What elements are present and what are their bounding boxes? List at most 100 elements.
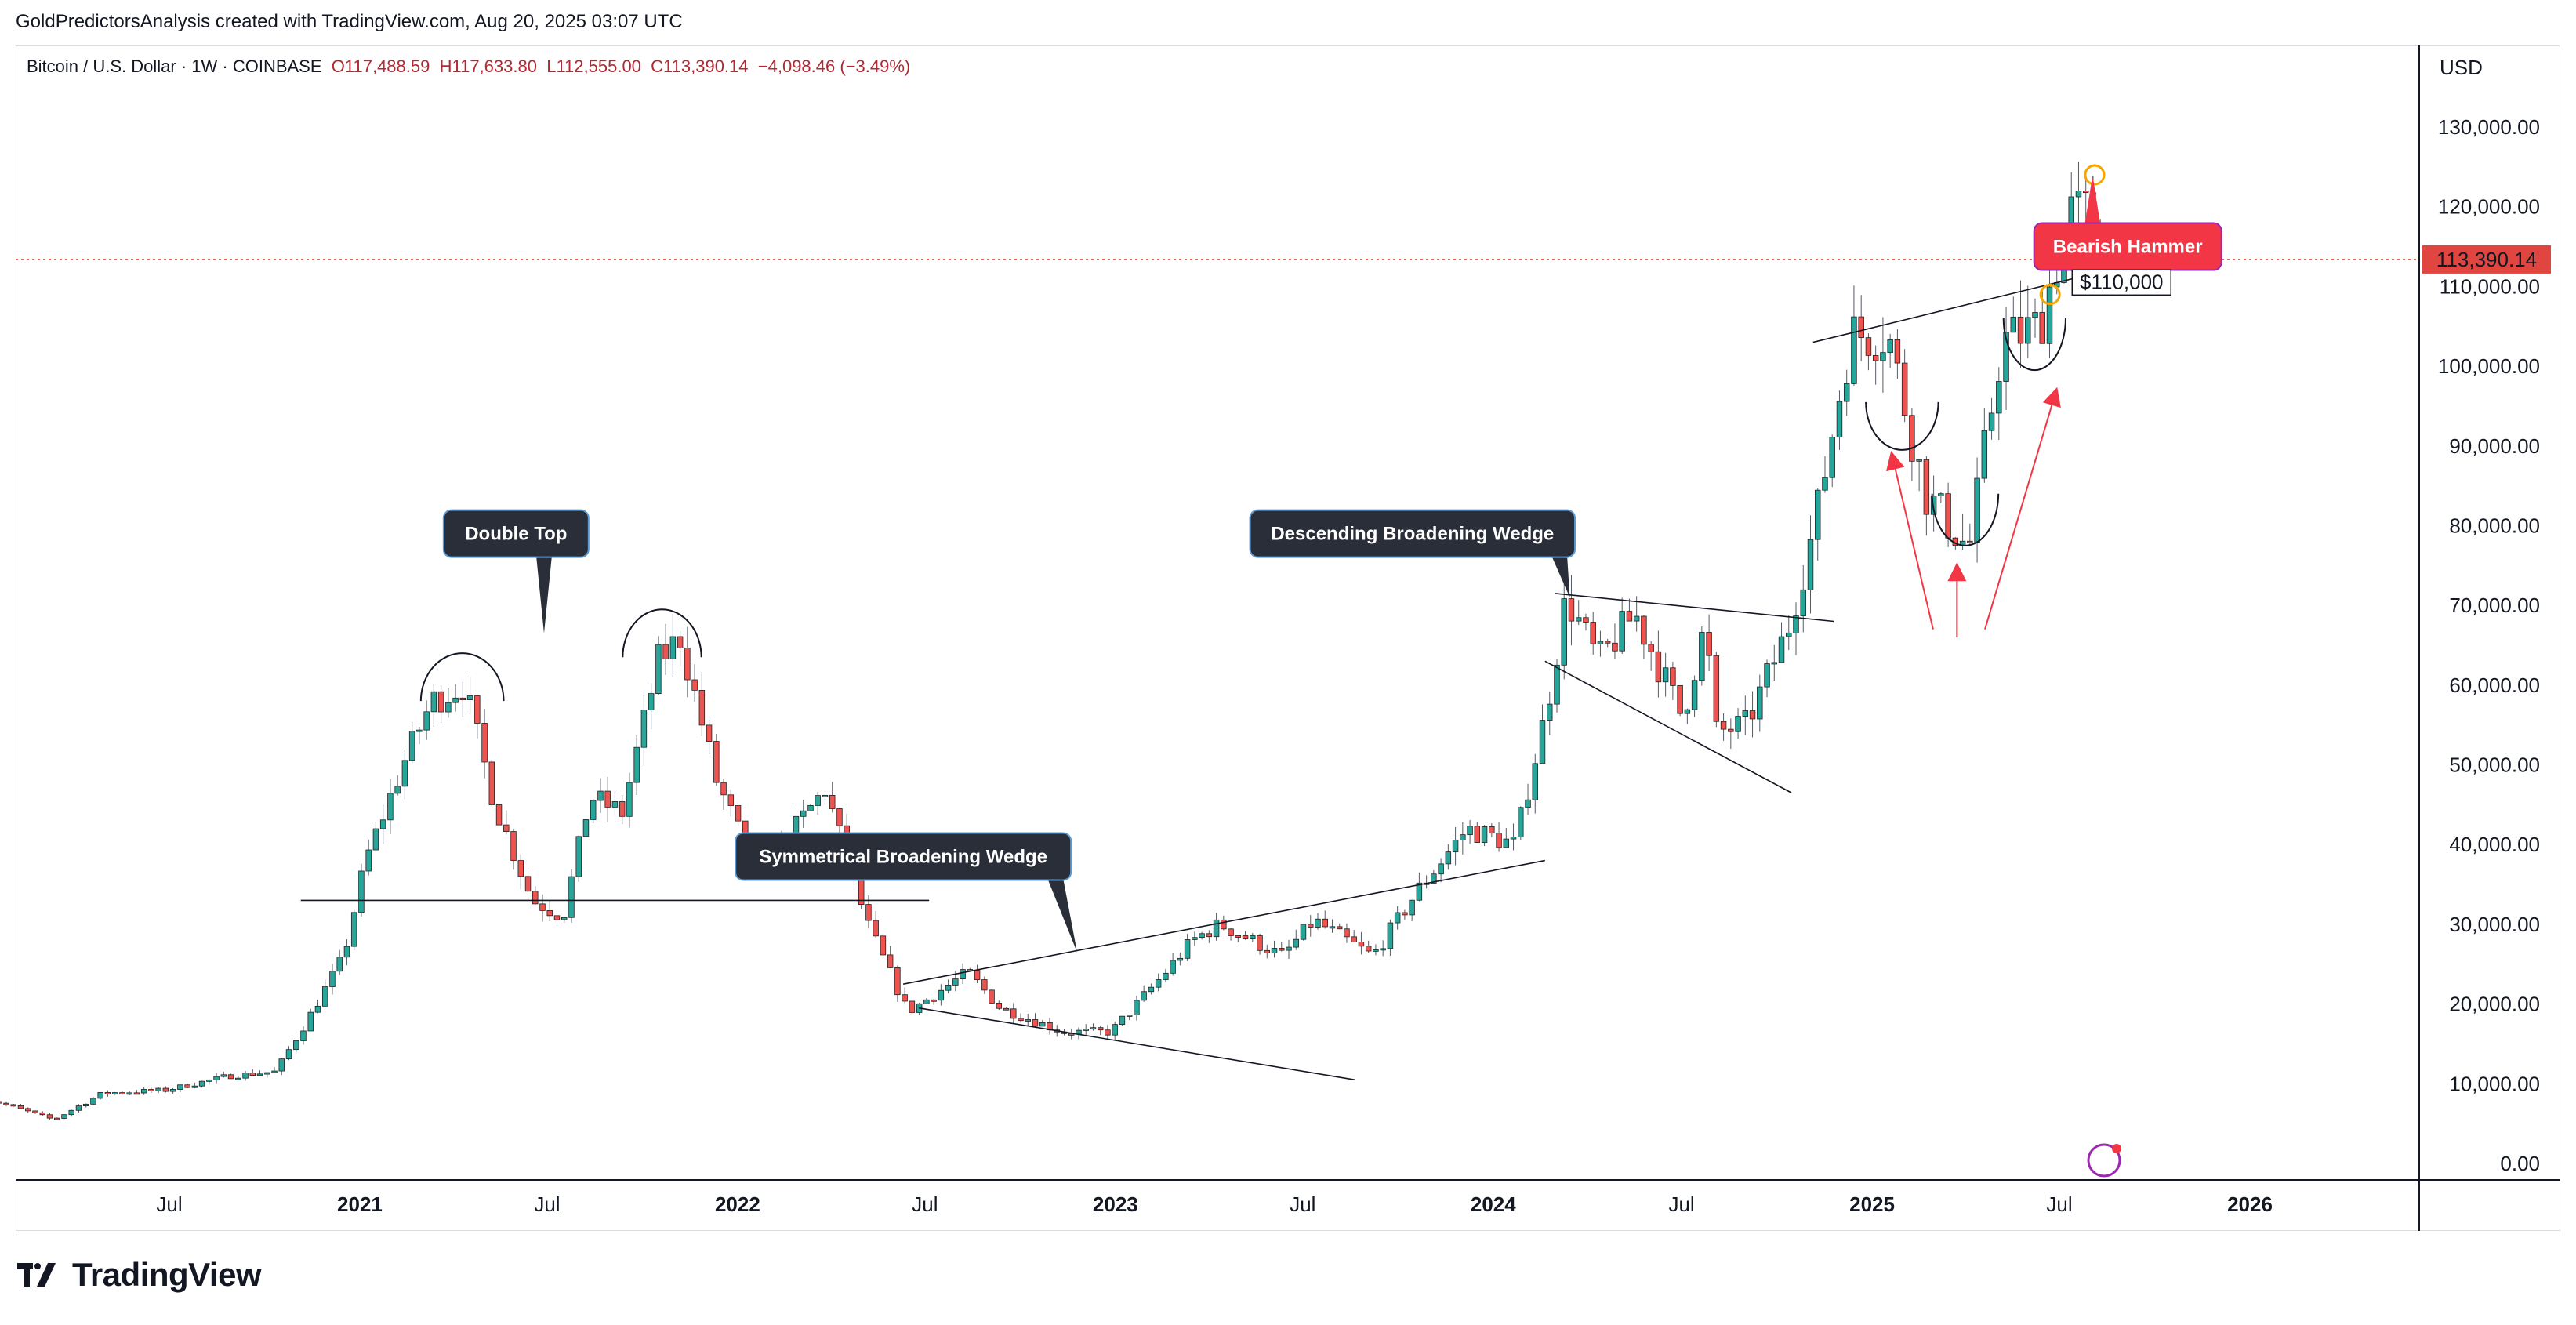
candle-body — [945, 985, 952, 991]
candle-body — [1105, 1029, 1111, 1036]
candle-body — [1416, 882, 1423, 901]
candle-body — [1286, 946, 1292, 951]
candle-body — [1445, 851, 1452, 865]
candle-body — [1003, 1007, 1010, 1011]
candle-body — [662, 644, 669, 659]
candle-body — [1358, 941, 1365, 947]
candle-body — [293, 1040, 299, 1051]
candle-body — [1518, 807, 1524, 837]
last-price-tag — [2422, 245, 2551, 274]
last-price-label: 113,390.14 — [2436, 248, 2537, 271]
price-level-label: $110,000 — [2080, 270, 2164, 293]
candle-body — [321, 986, 328, 1007]
candle-body — [619, 801, 626, 817]
candle-body — [1988, 412, 1995, 431]
candle-body — [1851, 316, 1857, 384]
candle-body — [960, 969, 966, 980]
candle-body — [1351, 936, 1357, 942]
y-tick-label: 0.00 — [2500, 1152, 2540, 1175]
candle-body — [1996, 381, 2002, 414]
candle-body — [2039, 312, 2045, 344]
candle-body — [54, 1117, 60, 1120]
candle-body — [481, 723, 488, 763]
callout-box — [1249, 509, 1576, 558]
candle-body — [1206, 933, 1213, 938]
candle-body — [873, 920, 879, 937]
candle-body — [1742, 710, 1749, 717]
candle-body — [713, 741, 720, 783]
candle-body — [452, 697, 459, 703]
candle-body — [1662, 667, 1669, 683]
pattern-arc — [1931, 493, 2000, 546]
candle-body — [1097, 1027, 1104, 1031]
candle-body — [1481, 826, 1488, 843]
candle-body — [1438, 863, 1444, 875]
candle-body — [880, 935, 887, 956]
tradingview-logo[interactable]: TradingView — [17, 1256, 262, 1294]
candle-body — [807, 805, 814, 811]
pattern-arrow — [1984, 387, 2061, 630]
candle-body — [278, 1058, 285, 1072]
x-tick-label: Jul — [912, 1192, 938, 1216]
x-tick-label: Jul — [1668, 1192, 1694, 1216]
y-tick-label: 40,000.00 — [2449, 833, 2540, 856]
candle-body — [1235, 935, 1242, 938]
candle-body — [1735, 716, 1741, 732]
ohlc-open: O117,488.59 — [331, 56, 430, 76]
tradingview-logo-icon — [17, 1263, 63, 1287]
candle-body — [249, 1073, 256, 1076]
candle-body — [815, 795, 821, 806]
candle-body — [1460, 834, 1466, 841]
candle-body — [1633, 615, 1640, 622]
callout-text: Bearish Hammer — [2053, 237, 2203, 258]
candle-body — [343, 946, 350, 958]
candle-body — [1916, 459, 1922, 462]
candle-body — [1561, 598, 1567, 666]
candle-body — [329, 971, 336, 987]
candle-body — [104, 1092, 111, 1094]
candle-body — [1619, 611, 1625, 652]
candle-body — [140, 1089, 147, 1094]
candle-body — [285, 1049, 292, 1060]
candle-body — [1344, 928, 1350, 938]
candle-body — [640, 710, 648, 748]
candle-body — [1720, 721, 1727, 730]
candle-body — [1119, 1015, 1126, 1026]
callout-box — [442, 509, 590, 558]
candle-body — [503, 824, 510, 832]
candle-body — [1604, 641, 1611, 644]
x-tick-label: 2021 — [337, 1192, 383, 1216]
candle-body — [981, 979, 988, 991]
candle-body — [148, 1089, 154, 1091]
candle-body — [155, 1087, 161, 1091]
candle-body — [10, 1104, 17, 1107]
candle-body — [1590, 622, 1596, 644]
candle-body — [198, 1080, 205, 1087]
tradingview-wordmark: TradingView — [72, 1256, 262, 1293]
candle-body — [553, 915, 561, 920]
x-tick-label: 2025 — [1849, 1192, 1895, 1216]
candle-body — [1039, 1022, 1046, 1027]
candle-body — [1923, 459, 1930, 515]
candle-body — [1670, 667, 1676, 686]
candle-body — [1706, 632, 1712, 656]
candle-body — [648, 693, 655, 710]
candle-body — [0, 1101, 2, 1104]
candle-body — [1474, 826, 1481, 843]
candle-body — [75, 1105, 82, 1111]
candle-body — [1938, 493, 1944, 496]
candle-body — [1387, 922, 1394, 949]
candle-body — [1967, 540, 1973, 543]
candle-body — [1373, 949, 1379, 952]
trendline — [1544, 660, 1792, 793]
candle-body — [1945, 493, 1951, 539]
candle-body — [1909, 415, 1915, 462]
x-tick-label: 2024 — [1471, 1192, 1516, 1216]
symbol-legend[interactable]: Bitcoin / U.S. Dollar · 1W · COINBASE O1… — [27, 56, 910, 77]
candle-body — [227, 1074, 234, 1080]
trendline — [1555, 593, 1834, 623]
orange-marker — [2039, 284, 2061, 306]
candle-body — [416, 729, 423, 732]
candle-body — [677, 636, 684, 648]
